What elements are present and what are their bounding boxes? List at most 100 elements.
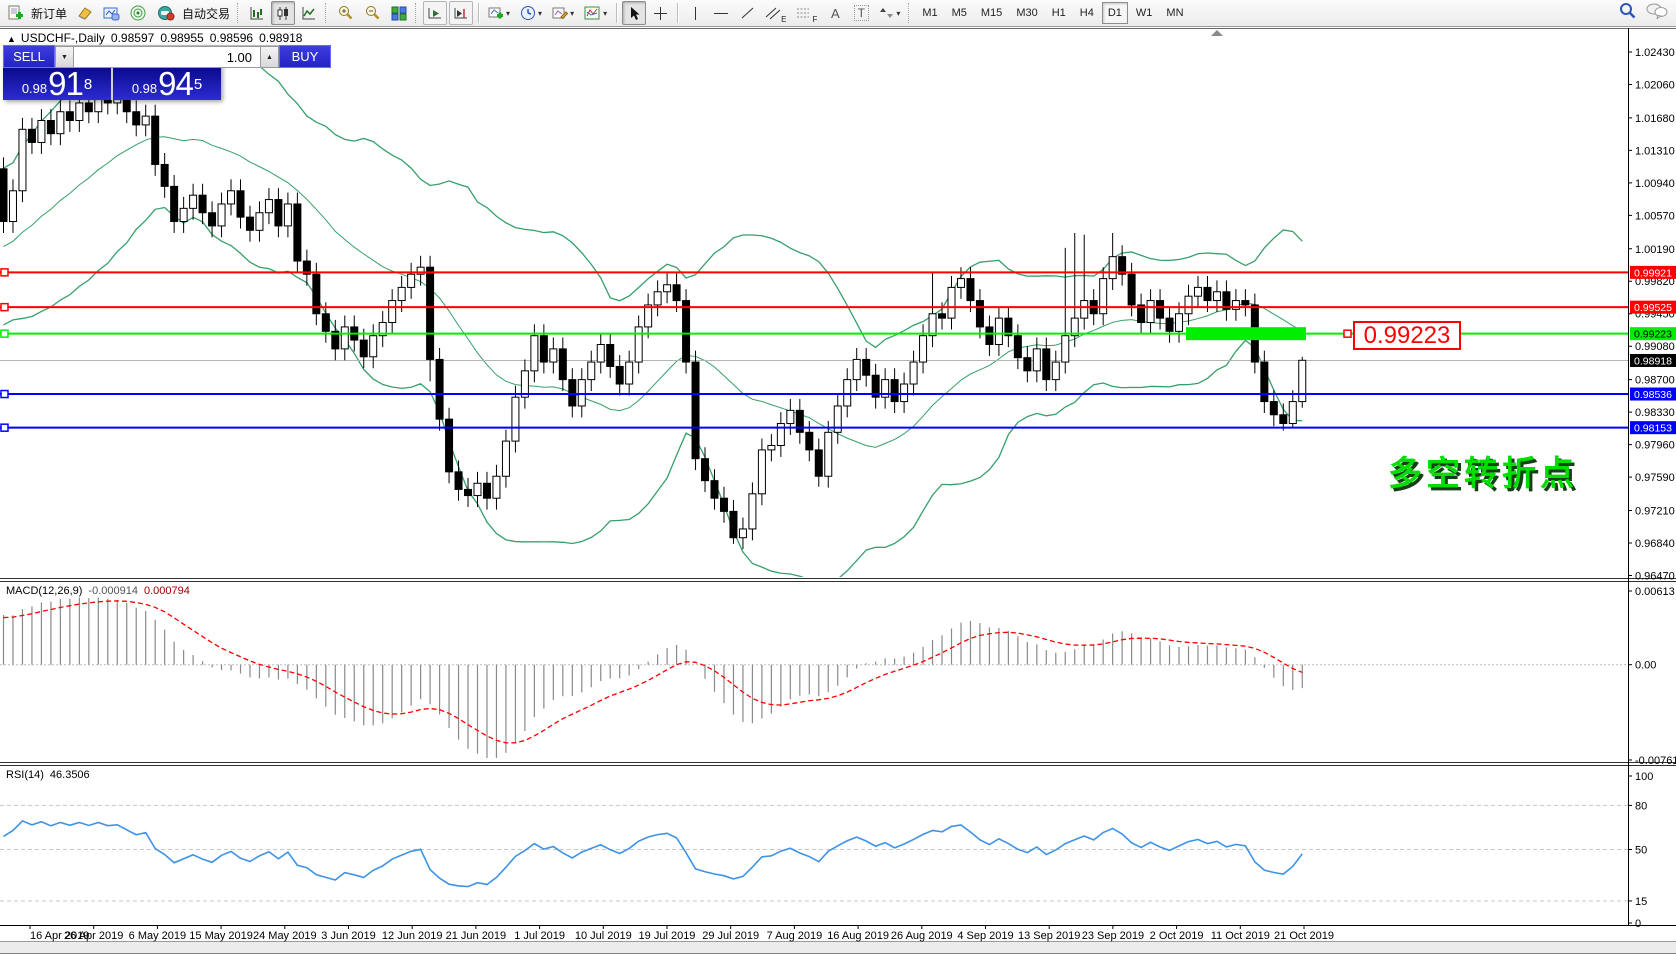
chat-icon[interactable]: [1646, 3, 1668, 19]
level-highlight-bar[interactable]: [1186, 327, 1306, 341]
channel-tool-button[interactable]: E: [761, 1, 790, 25]
profiles-button[interactable]: [99, 1, 124, 25]
tile-windows-button[interactable]: [387, 1, 411, 25]
price-tick-label: 1.00940: [1635, 178, 1675, 190]
styler-button[interactable]: [72, 1, 97, 25]
scroll-to-end-marker[interactable]: [1211, 30, 1223, 36]
cursor-tool-button[interactable]: [622, 1, 647, 25]
candle-up: [757, 449, 766, 495]
volume-increase-button[interactable]: ▲: [260, 46, 279, 68]
buy-price-pip: 5: [193, 76, 203, 93]
price-tick-label: 0.97590: [1635, 472, 1675, 484]
buy-price[interactable]: 0.98 94 5: [113, 68, 221, 100]
candle-down: [1023, 357, 1032, 372]
volume-input[interactable]: [74, 46, 260, 68]
chart-shift-button[interactable]: [449, 1, 474, 25]
candle-down: [1127, 273, 1136, 306]
auto-scroll-button[interactable]: [423, 1, 448, 25]
macd-value: -0.000914: [88, 585, 138, 597]
candle-down: [682, 300, 691, 363]
new-order-label[interactable]: 新订单: [31, 6, 68, 21]
autotrading-button[interactable]: [153, 1, 179, 25]
period-button[interactable]: ▾: [516, 1, 546, 25]
price-tick-label: 0.96840: [1635, 538, 1675, 550]
candle-down: [454, 471, 463, 490]
bar-chart-mode-button[interactable]: [245, 1, 269, 25]
level-anchor-marker: [0, 268, 9, 277]
candle-down: [236, 190, 245, 218]
chart-shift-icon: [454, 7, 468, 18]
candle-up: [75, 102, 84, 122]
candle-up: [748, 493, 757, 530]
candle-down: [710, 480, 719, 499]
date-tick-label: 26 Aug 2019: [891, 930, 953, 942]
timeframe-w1-button[interactable]: W1: [1135, 7, 1153, 19]
axes-layer[interactable]: 1.02430 1.02060 1.01680 1.01310 1.00940 1.005…: [29, 47, 1676, 942]
price-callout-label[interactable]: 0.99223: [1353, 321, 1461, 350]
search-icon[interactable]: [1619, 2, 1636, 19]
date-tick-label: 19 Jul 2019: [639, 930, 696, 942]
candle-up: [369, 335, 378, 358]
timeframe-m5-button[interactable]: M5: [951, 7, 967, 19]
zoom-in-button[interactable]: [333, 1, 358, 25]
new-order-button[interactable]: [3, 1, 28, 25]
candle-up: [56, 111, 65, 135]
hline-tool-button[interactable]: [709, 1, 733, 25]
new-chart-button[interactable]: ▾: [484, 1, 514, 25]
candle-down: [122, 98, 131, 113]
timeframe-m15-button[interactable]: M15: [980, 7, 1003, 19]
sell-price[interactable]: 0.98 91 8: [3, 68, 111, 100]
timeframe-h1-button[interactable]: H1: [1051, 7, 1066, 19]
auto-trading-label[interactable]: 自动交易: [182, 6, 231, 21]
candle-up: [141, 115, 150, 126]
date-tick-label: 4 Sep 2019: [957, 930, 1013, 942]
line-chart-icon: [302, 6, 316, 19]
main-toolbar: 新订单: [0, 0, 1676, 27]
trendline-tool-button[interactable]: [735, 1, 759, 25]
level-price-badge: 0.99921: [1634, 267, 1672, 279]
candle-up: [1061, 335, 1070, 363]
crosshair-tool-button[interactable]: [648, 1, 672, 25]
candle-down: [170, 185, 179, 223]
label-tool-button[interactable]: T: [849, 1, 873, 25]
candle-up: [1108, 256, 1117, 280]
arrows-icon: [880, 8, 894, 18]
templates-button[interactable]: ▾: [548, 1, 578, 25]
candle-down: [65, 111, 74, 122]
horizontal-levels-layer[interactable]: [0, 268, 1628, 432]
arrows-tool-button[interactable]: ▾: [875, 1, 904, 25]
timeframe-m1-button[interactable]: M1: [922, 7, 938, 19]
candle-down: [132, 111, 141, 126]
zoom-out-button[interactable]: [360, 1, 385, 25]
candle-up: [217, 203, 226, 227]
timeframe-h4-button[interactable]: H4: [1079, 7, 1094, 19]
line-chart-mode-button[interactable]: [297, 1, 321, 25]
sell-button[interactable]: SELL: [3, 45, 55, 68]
fibonacci-tool-button[interactable]: F: [792, 1, 821, 25]
buy-button[interactable]: BUY: [279, 45, 331, 68]
chart-annotation-text[interactable]: 多空转折点: [1388, 455, 1578, 493]
candle-down: [1269, 401, 1278, 416]
price-tick-label: 1.02430: [1635, 47, 1675, 59]
timeframe-d1-button[interactable]: D1: [1101, 2, 1128, 24]
callout-anchor-marker[interactable]: [1343, 329, 1352, 338]
rsi-axis-label: 100: [1635, 771, 1653, 783]
signals-button[interactable]: [126, 1, 151, 25]
candle-up: [1231, 300, 1240, 310]
toolbar-grip: [415, 3, 419, 23]
text-tool-button[interactable]: A: [823, 1, 847, 25]
volume-decrease-button[interactable]: ▼: [55, 46, 74, 68]
candlestick-mode-button[interactable]: [271, 1, 296, 25]
chart-canvas[interactable]: 1.02430 1.02060 1.01680 1.01310 1.00940 1.005…: [0, 28, 1676, 953]
candle-down: [975, 300, 984, 328]
indicators-button[interactable]: ▾: [580, 1, 611, 25]
eraser-icon: [78, 6, 92, 20]
collapse-panel-icon[interactable]: ▲: [7, 34, 16, 44]
candle-down: [672, 284, 681, 302]
candle-up: [900, 383, 909, 403]
vline-tool-button[interactable]: [683, 1, 707, 25]
macd-indicator-label: MACD(12,26,9) -0.000914 0.000794: [6, 585, 190, 597]
timeframe-mn-button[interactable]: MN: [1166, 7, 1184, 19]
indicators-icon: [584, 6, 600, 19]
timeframe-m30-button[interactable]: M30: [1016, 7, 1038, 19]
